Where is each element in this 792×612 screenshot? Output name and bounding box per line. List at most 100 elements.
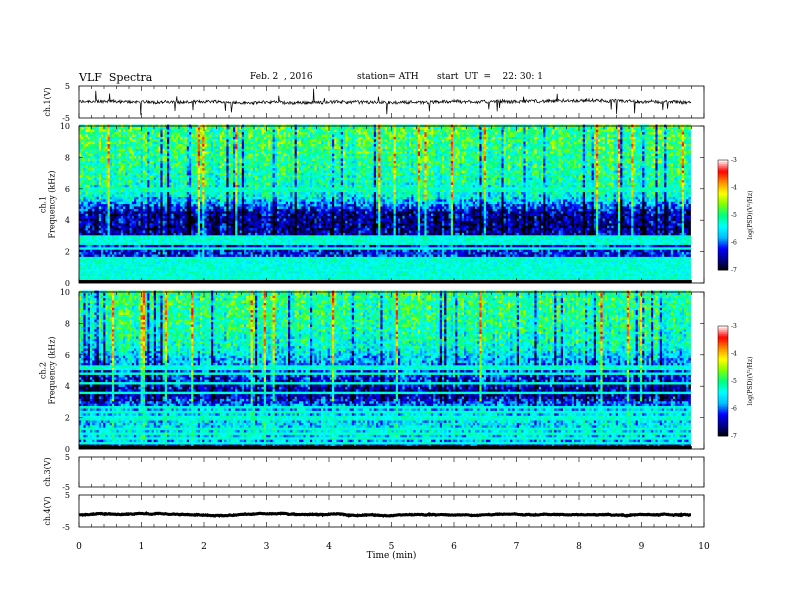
spectrogram-cell <box>154 151 157 154</box>
spectrogram-cell <box>160 185 163 188</box>
spectrogram-cell <box>191 170 194 173</box>
spectrogram-cell <box>209 163 212 166</box>
spectrogram-cell <box>240 225 243 228</box>
spectrogram-cell <box>198 276 201 279</box>
spectrogram-cell <box>191 257 194 260</box>
spectrogram-cell <box>149 163 152 166</box>
spectrogram-cell <box>213 177 216 180</box>
spectrogram-cell <box>189 139 192 142</box>
spectrogram-cell <box>149 209 152 212</box>
spectrogram-cell <box>83 197 86 200</box>
spectrogram-cell <box>130 201 133 204</box>
spectrogram-cell <box>182 129 185 132</box>
spectrogram-cell <box>158 144 161 147</box>
spectrogram-cell <box>130 204 133 207</box>
spectrogram-cell <box>176 170 179 173</box>
spectrogram-cell <box>202 168 205 171</box>
spectrogram-cell <box>127 192 129 195</box>
spectrogram-cell <box>202 158 205 161</box>
spectrogram-cell <box>134 175 137 178</box>
spectrogram-cell <box>156 146 159 149</box>
spectrogram-cell <box>149 206 152 209</box>
spectrogram-cell <box>169 182 172 185</box>
spectrogram-cell <box>92 197 95 200</box>
spectrogram-cell <box>189 170 192 173</box>
spectrogram-cell <box>81 146 84 149</box>
spectrogram-cell <box>218 151 221 154</box>
spectrogram-cell <box>149 249 152 252</box>
spectrogram-cell <box>222 233 225 236</box>
spectrogram-cell <box>218 276 221 279</box>
spectrogram-cell <box>130 173 133 176</box>
spectrogram-cell <box>189 189 192 192</box>
spectrogram-cell <box>105 129 108 132</box>
spectrogram-cell <box>147 233 150 236</box>
spectrogram-cell <box>189 209 192 212</box>
spectrogram-cell <box>200 137 203 140</box>
spectrogram-cell <box>114 216 117 219</box>
spectrogram-cell <box>112 189 115 192</box>
spectrogram-cell <box>147 249 150 252</box>
spectrogram-cell <box>185 216 188 219</box>
spectrogram-cell <box>233 269 236 272</box>
spectrogram-cell <box>143 211 146 214</box>
spectrogram-cell <box>178 175 181 178</box>
spectrogram-cell <box>233 182 236 185</box>
spectrogram-cell <box>116 245 119 248</box>
spectrogram-cell <box>165 242 168 245</box>
spectrogram-cell <box>130 211 133 214</box>
spectrogram-cell <box>165 245 168 248</box>
spectrogram-cell <box>149 134 152 137</box>
spectrogram-cell <box>224 230 227 233</box>
spectrogram-cell <box>86 185 89 188</box>
spectrogram-cell <box>215 170 218 173</box>
spectrogram-cell <box>105 209 108 212</box>
spectrogram-cell <box>105 149 108 152</box>
spectrogram-cell <box>119 242 122 245</box>
spectrogram-cell <box>149 173 152 176</box>
spectrogram-cell <box>215 194 218 197</box>
spectrogram-cell <box>213 137 216 140</box>
spectrogram-cell <box>99 156 102 159</box>
spectrogram-cell <box>200 206 203 209</box>
spectrogram-cell <box>81 149 84 152</box>
spectrogram-cell <box>204 209 207 212</box>
spectrogram-cell <box>154 187 157 190</box>
spectrogram-cell <box>220 245 223 248</box>
spectrogram-cell <box>224 221 227 224</box>
spectrogram-cell <box>90 261 93 264</box>
spectrogram-cell <box>141 192 144 195</box>
spectrogram-cell <box>204 225 207 228</box>
spectrogram-cell <box>222 225 225 228</box>
spectrogram-cell <box>185 173 188 176</box>
spectrogram-cell <box>196 201 199 204</box>
spectrogram-cell <box>237 192 240 195</box>
spectrogram-cell <box>171 175 174 178</box>
spectrogram-cell <box>143 230 146 233</box>
spectrogram-cell <box>119 146 122 149</box>
spectrogram-cell <box>134 194 137 197</box>
spectrogram-cell <box>215 141 218 144</box>
spectrogram-cell <box>178 213 181 216</box>
spectrogram-cell <box>116 129 119 132</box>
spectrogram-cell <box>90 242 93 245</box>
spectrogram-cell <box>193 197 196 200</box>
spectrogram-cell <box>149 180 152 183</box>
spectrogram-cell <box>121 156 124 159</box>
spectrogram-cell <box>152 187 155 190</box>
spectrogram-cell <box>108 228 111 231</box>
spectrogram-cell <box>163 158 166 161</box>
spectrogram-cell <box>231 149 234 152</box>
spectrogram-cell <box>105 134 108 137</box>
spectrogram-cell <box>158 257 161 260</box>
spectrogram-cell <box>189 173 192 176</box>
spectrogram-cell <box>116 218 119 221</box>
spectrogram-cell <box>130 165 133 168</box>
spectrogram-cell <box>167 161 170 164</box>
spectrogram-cell <box>112 134 115 137</box>
spectrogram-cell <box>185 269 188 272</box>
spectrogram-cell <box>207 127 210 130</box>
spectrogram-cell <box>193 276 196 279</box>
spectrogram-cell <box>163 249 166 252</box>
spectrogram-cell <box>185 146 188 149</box>
